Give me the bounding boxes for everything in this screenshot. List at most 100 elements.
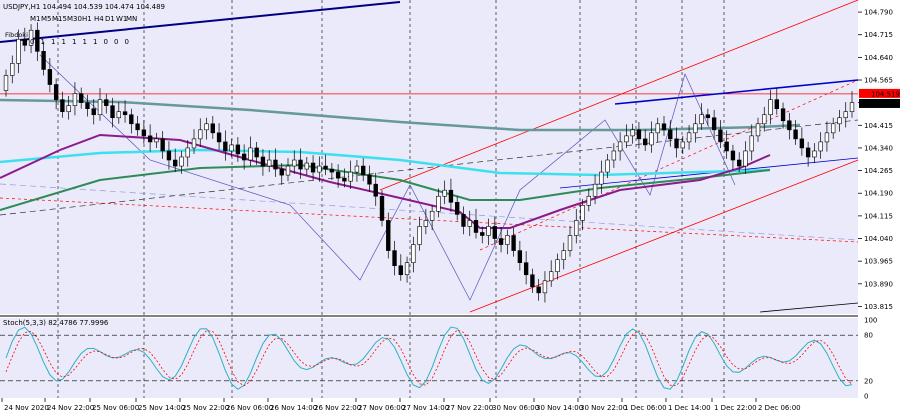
stoch-level-label: 80 — [864, 332, 873, 340]
bear-candle — [661, 123, 667, 131]
bull-candle — [185, 147, 190, 158]
bear-candle — [787, 120, 792, 131]
ma-green — [0, 163, 771, 211]
x-tick-label: 26 Nov 06:00 — [226, 404, 273, 412]
bull-candle — [624, 135, 629, 143]
bull-candle — [831, 123, 836, 134]
bear-candle — [674, 138, 679, 149]
y-tick-label: 104.190 — [864, 190, 893, 198]
y-tick-label: 103.890 — [864, 280, 893, 288]
bull-candle — [304, 162, 309, 170]
bear-candle — [361, 165, 366, 176]
bull-candle — [292, 159, 297, 167]
stoch-main-line — [5, 326, 853, 390]
bear-candle — [147, 135, 153, 143]
ma-fast — [0, 133, 771, 229]
bear-candle — [235, 144, 241, 155]
indicator-value: 0 — [30, 38, 34, 46]
x-tick-label: 30 Nov 22:00 — [580, 404, 627, 412]
bull-candle — [229, 144, 234, 152]
bull-candle — [574, 220, 579, 236]
bull-candle — [486, 226, 491, 236]
price-axis-labels: 104.790104.715104.640104.565104.490104.4… — [858, 9, 893, 311]
main-panel-bg — [0, 0, 858, 314]
bear-candle — [724, 141, 729, 152]
bull-candle — [97, 99, 103, 116]
resistance-line — [614, 79, 859, 105]
bear-candle — [461, 214, 466, 227]
bull-candle — [285, 165, 291, 176]
bear-candle — [718, 129, 723, 143]
bear-candle — [498, 238, 504, 245]
bull-candle — [812, 150, 817, 158]
bull-candle — [404, 262, 410, 276]
x-tick-label: 30 Nov 06:00 — [492, 404, 539, 412]
bull-candle — [423, 220, 429, 227]
indicator-value: 1 — [93, 38, 97, 46]
bull-candle — [824, 132, 830, 143]
bull-candle — [768, 99, 773, 116]
indicator-value: 0 — [114, 38, 118, 46]
x-tick-label: 27 Nov 06:00 — [358, 404, 405, 412]
bull-candle — [436, 195, 441, 212]
bull-candle — [755, 123, 761, 137]
bear-candle — [536, 286, 541, 294]
bull-candle — [317, 165, 322, 173]
y-tick-label: 104.115 — [864, 212, 893, 220]
bull-candle — [843, 111, 848, 119]
y-tick-label: 103.815 — [864, 303, 893, 311]
channel-upper — [379, 0, 859, 191]
stoch-panel-bg — [0, 318, 858, 398]
bear-candle — [329, 168, 335, 173]
x-tick-label: 24 Nov 2020 — [4, 404, 49, 412]
timeframe-d1: D1 — [105, 15, 115, 23]
ma-slow — [0, 98, 801, 132]
bull-candle — [617, 141, 623, 152]
bear-candle — [135, 123, 140, 131]
dashed-blue-trend — [0, 183, 859, 241]
bull-candle — [442, 189, 447, 197]
bear-candle — [799, 138, 805, 149]
bear-candle — [511, 235, 516, 251]
bull-candle — [542, 280, 548, 294]
symbol-title: USDJPY,H1 104.494 104.539 104.474 104.48… — [3, 3, 165, 11]
bull-candle — [599, 171, 604, 185]
bear-candle — [260, 156, 266, 167]
bear-candle — [223, 141, 228, 152]
bull-candle — [467, 220, 472, 227]
top-trend-line — [0, 1, 401, 43]
bear-candle — [335, 171, 341, 179]
bull-candle — [743, 150, 748, 167]
bear-candle — [210, 123, 215, 134]
y-tick-label: 104.040 — [864, 235, 893, 243]
price-tag-black-label: 104.489 — [871, 100, 900, 108]
time-axis — [0, 398, 858, 415]
bull-candle — [605, 159, 610, 173]
price-tag-red-label: 104.519 — [871, 90, 900, 98]
bear-candle — [530, 274, 535, 288]
bull-candle — [179, 156, 184, 167]
ma-cyan — [0, 148, 771, 177]
bull-candle — [680, 141, 685, 149]
stoch-title: Stoch(5,3,3) 82.4786 77.9996 — [3, 319, 109, 327]
y-tick-label: 104.340 — [864, 144, 893, 152]
bull-candle — [191, 138, 197, 149]
timeframe-m5: M5 — [41, 15, 52, 23]
bear-candle — [730, 150, 736, 161]
bear-candle — [35, 29, 40, 52]
x-tick-label: 24 Nov 22:00 — [47, 404, 94, 412]
bull-candle — [72, 93, 78, 106]
bull-candle — [417, 226, 422, 245]
bull-candle — [561, 250, 566, 260]
indicator-value: 1 — [41, 38, 45, 46]
bear-candle — [41, 51, 46, 70]
y-tick-label: 104.415 — [864, 122, 893, 130]
bear-candle — [517, 250, 523, 263]
bear-candle — [448, 189, 454, 203]
bull-candle — [586, 195, 591, 206]
bull-candle — [267, 159, 272, 167]
x-tick-label: 27 Nov 22:00 — [446, 404, 493, 412]
